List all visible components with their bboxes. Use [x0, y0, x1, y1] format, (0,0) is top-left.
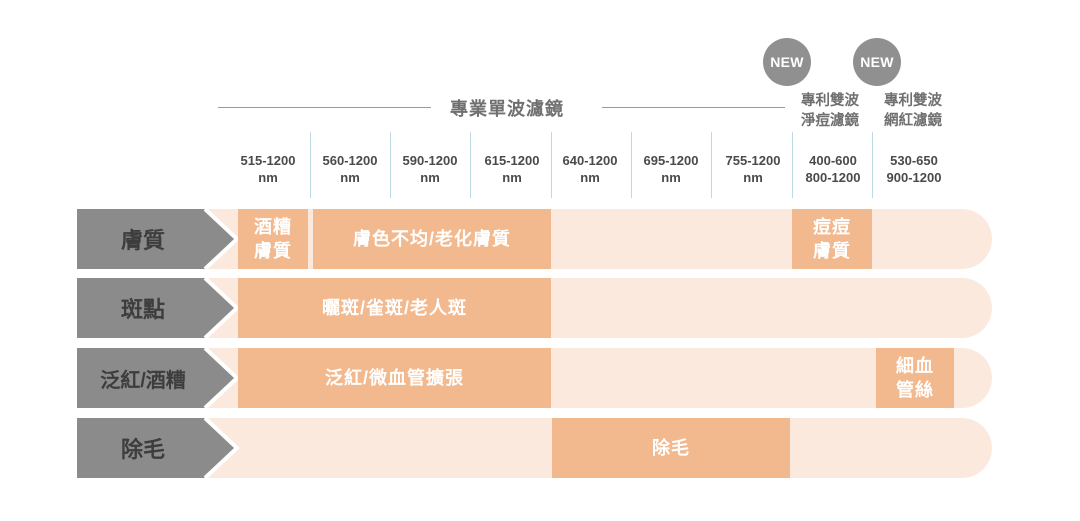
column-divider — [390, 132, 391, 198]
segment-uneven-aging-skin: 膚色不均/老化膚質 — [313, 209, 551, 269]
title-line-left — [218, 107, 431, 108]
new-badge-2: NEW — [853, 38, 901, 86]
column-divider — [470, 132, 471, 198]
dual-filter-acne-line2: 淨痘濾鏡 — [801, 113, 859, 129]
dual-filter-redness-line1: 專利雙波 — [884, 93, 942, 109]
wavelength-range-4: 615-1200 nm — [484, 153, 540, 185]
segment-gap — [555, 348, 871, 408]
segment-acne-skin: 痘痘 膚質 — [792, 209, 872, 269]
segment-hair-removal: 除毛 — [552, 418, 790, 478]
row-label-text: 斑點 — [120, 297, 165, 322]
dual-filter-acne-label: 專利雙波 淨痘濾鏡 — [788, 91, 872, 131]
column-divider — [872, 132, 873, 198]
row-label-text: 除毛 — [120, 437, 165, 462]
row-label-text: 膚質 — [120, 228, 165, 253]
column-divider — [711, 132, 712, 198]
segment-sun-spots: 曬斑/雀斑/老人斑 — [238, 278, 551, 338]
row-label-arrow-shape — [77, 348, 240, 408]
column-divider — [310, 132, 311, 198]
wavelength-range-5: 640-1200 nm — [562, 153, 618, 185]
dual-filter-redness-line2: 網紅濾鏡 — [884, 113, 942, 129]
row-label-text: 泛紅/酒糟 — [100, 369, 186, 392]
segment-gap — [555, 209, 787, 269]
wavelength-range-3: 590-1200 nm — [402, 153, 458, 185]
column-divider — [792, 132, 793, 198]
column-divider — [551, 132, 552, 198]
row-label-arrow-shape — [77, 278, 240, 338]
row-label-arrow-shape — [77, 209, 240, 269]
single-filter-title: 專業單波濾鏡 — [450, 99, 564, 119]
segment-redness-vessels: 泛紅/微血管擴張 — [238, 348, 551, 408]
new-badge-1: NEW — [763, 38, 811, 86]
wavelength-range-6: 695-1200 nm — [643, 153, 699, 185]
wavelength-range-2: 560-1200 nm — [322, 153, 378, 185]
dual-filter-redness-label: 專利雙波 網紅濾鏡 — [871, 91, 955, 131]
row-label-arrow-shape — [77, 418, 240, 478]
wavelength-range-1: 515-1200 nm — [240, 153, 296, 185]
segment-spider-veins: 細血 管絲 — [876, 348, 954, 408]
column-divider — [631, 132, 632, 198]
wavelength-range-7: 755-1200 nm — [725, 153, 781, 185]
wavelength-range-8: 400-600 800-1200 — [805, 153, 861, 185]
wavelength-range-9: 530-650 900-1200 — [886, 153, 942, 185]
title-line-right — [602, 107, 785, 108]
segment-rosacea-skin: 酒糟 膚質 — [238, 209, 308, 269]
dual-filter-acne-line1: 專利雙波 — [801, 93, 859, 109]
